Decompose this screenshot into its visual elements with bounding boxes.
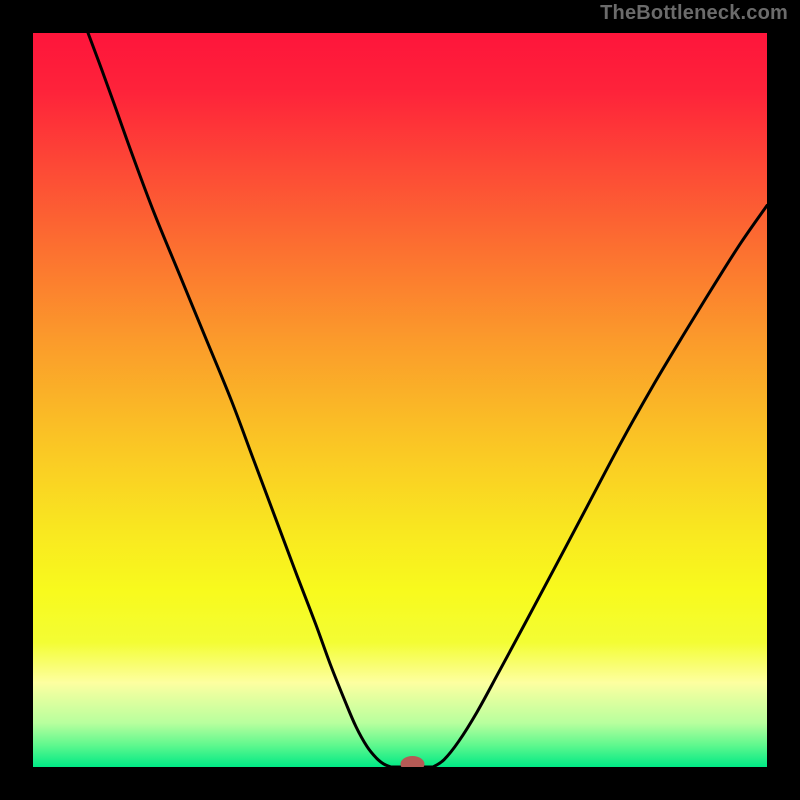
bottleneck-chart — [0, 0, 800, 800]
watermark-text: TheBottleneck.com — [600, 2, 788, 25]
plot-background — [33, 33, 767, 767]
min-marker — [400, 756, 424, 772]
chart-container: { "meta": { "watermark_text": "TheBottle… — [0, 0, 800, 800]
